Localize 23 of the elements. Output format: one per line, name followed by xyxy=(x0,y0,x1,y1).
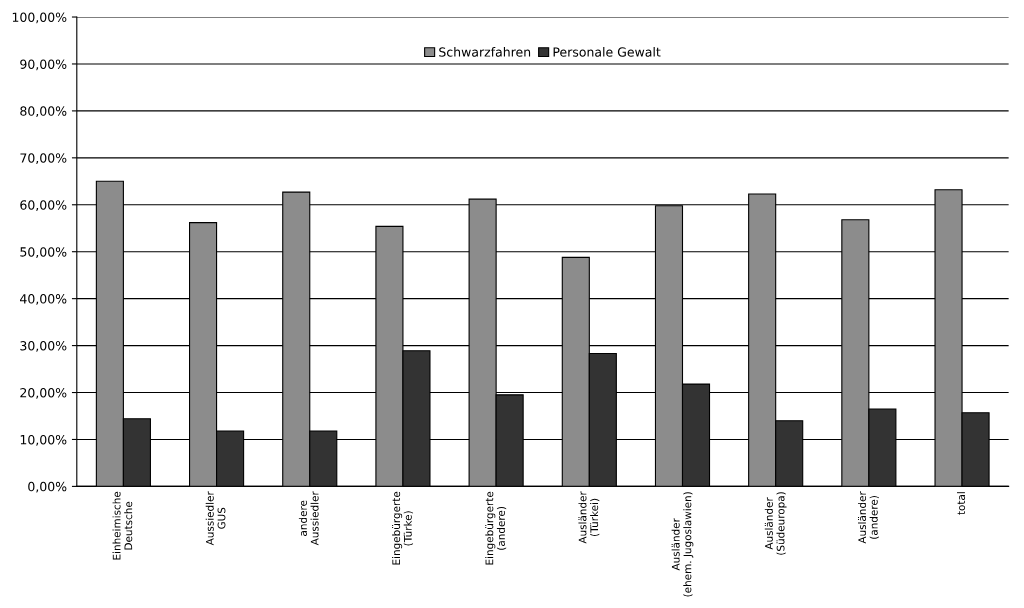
y-tick-label: 30,00% xyxy=(20,341,67,352)
x-tick-label: Ausländer (Türkei) xyxy=(578,491,600,544)
x-tick-label: Ausländer (Südeuropa) xyxy=(764,492,787,555)
y-tick-label: 80,00% xyxy=(20,106,67,118)
x-tick-label: Aussiedler GUS xyxy=(205,491,226,546)
y-tick-label: 50,00% xyxy=(20,247,67,258)
x-tick-label: andere Aussiedler xyxy=(298,491,319,546)
legend-label: Personale Gewalt xyxy=(553,47,661,57)
y-tick-label: 100,00% xyxy=(12,12,67,24)
y-tick-label: 0,00% xyxy=(28,481,67,493)
x-tick-label: Eingebürgerte (Türke) xyxy=(392,491,414,565)
y-tick-label: 90,00% xyxy=(20,59,67,71)
x-tick-label: Ausländer (andere) xyxy=(857,491,879,544)
y-tick-label: 10,00% xyxy=(20,434,67,446)
y-tick-label: 20,00% xyxy=(20,388,67,399)
legend-label: Schwarzfahren xyxy=(439,47,531,57)
x-tick-label: total xyxy=(957,492,966,515)
x-tick-label: Einheimische Deutsche xyxy=(112,491,133,560)
y-tick-label: 40,00% xyxy=(20,294,67,305)
x-tick-label: Ausländer (ehem. Jugoslawien) xyxy=(671,492,694,597)
x-tick-label: Eingebürgerte (andere) xyxy=(485,491,507,565)
y-tick-label: 70,00% xyxy=(20,153,67,165)
y-tick-label: 60,00% xyxy=(20,200,67,211)
